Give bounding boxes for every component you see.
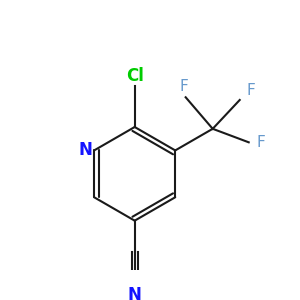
Text: Cl: Cl (126, 67, 144, 85)
Text: N: N (78, 141, 92, 159)
Text: F: F (246, 83, 255, 98)
Text: N: N (128, 286, 142, 300)
Text: F: F (179, 79, 188, 94)
Text: F: F (256, 135, 265, 150)
